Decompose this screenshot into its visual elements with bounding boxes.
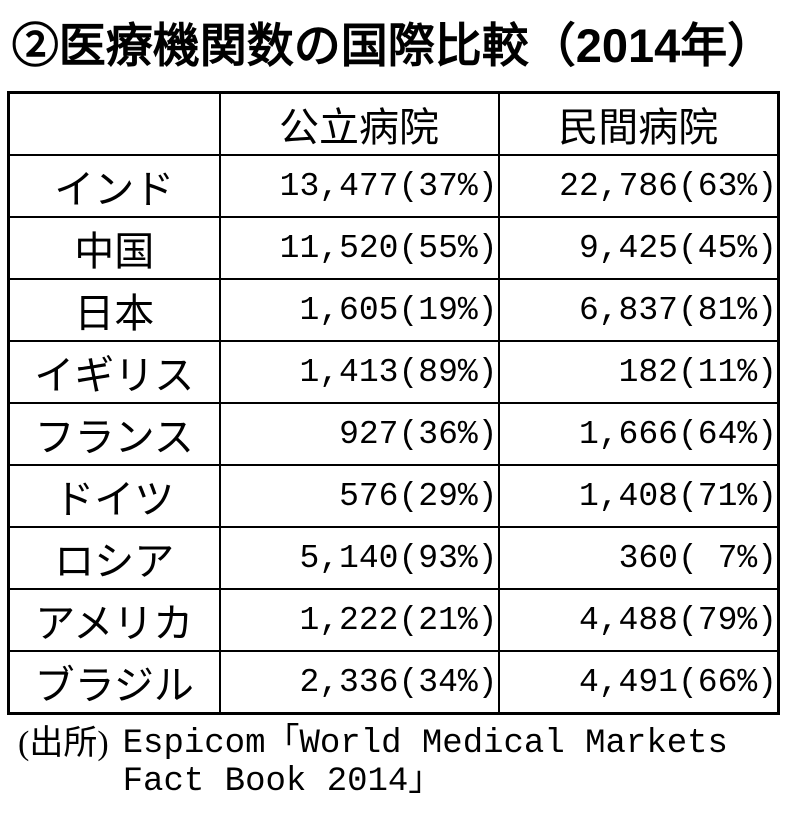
header-private-hospitals: 民間病院 [497,91,780,156]
table-header-row: 公立病院 民間病院 [7,91,780,156]
country-cell: 日本 [7,278,221,342]
private-hospitals-cell: 4,491(66%) [497,650,780,715]
table-row: フランス 927(36%) 1,666(64%) [7,402,780,466]
table-row: ブラジル 2,336(34%) 4,491(66%) [7,650,780,715]
private-hospitals-cell: 4,488(79%) [497,588,780,652]
public-hospitals-cell: 2,336(34%) [218,650,500,715]
table-row: 中国 11,520(55%) 9,425(45%) [7,216,780,280]
private-hospitals-cell: 9,425(45%) [497,216,780,280]
header-country-blank [7,91,221,156]
source-text: Espicom「World Medical Markets Fact Book … [123,725,728,801]
header-public-hospitals: 公立病院 [218,91,500,156]
country-cell: アメリカ [7,588,221,652]
table-row: ドイツ 576(29%) 1,408(71%) [7,464,780,528]
public-hospitals-cell: 11,520(55%) [218,216,500,280]
private-hospitals-cell: 182(11%) [497,340,780,404]
public-hospitals-cell: 13,477(37%) [218,154,500,218]
source-note: (出所) Espicom「World Medical Markets Fact … [18,725,786,801]
table-row: インド 13,477(37%) 22,786(63%) [7,154,780,218]
country-cell: ドイツ [7,464,221,528]
public-hospitals-cell: 576(29%) [218,464,500,528]
table-row: アメリカ 1,222(21%) 4,488(79%) [7,588,780,652]
country-cell: ロシア [7,526,221,590]
private-hospitals-cell: 6,837(81%) [497,278,780,342]
public-hospitals-cell: 1,222(21%) [218,588,500,652]
country-cell: 中国 [7,216,221,280]
public-hospitals-cell: 1,413(89%) [218,340,500,404]
country-cell: フランス [7,402,221,466]
public-hospitals-cell: 927(36%) [218,402,500,466]
source-line-1: Espicom「World Medical Markets [122,725,728,763]
country-cell: ブラジル [7,650,221,715]
private-hospitals-cell: 22,786(63%) [497,154,780,218]
table-row: ロシア 5,140(93%) 360( 7%) [7,526,780,590]
private-hospitals-cell: 1,408(71%) [497,464,780,528]
source-label: (出所) [18,725,109,762]
public-hospitals-cell: 5,140(93%) [218,526,500,590]
private-hospitals-cell: 1,666(64%) [497,402,780,466]
table-row: 日本 1,605(19%) 6,837(81%) [7,278,780,342]
private-hospitals-cell: 360( 7%) [497,526,780,590]
country-cell: イギリス [7,340,221,404]
country-cell: インド [7,154,221,218]
hospitals-comparison-table: 公立病院 民間病院 インド 13,477(37%) 22,786(63%) 中国… [7,91,780,715]
table-row: イギリス 1,413(89%) 182(11%) [7,340,780,404]
source-line-2: Fact Book 2014」 [122,763,443,802]
public-hospitals-cell: 1,605(19%) [218,278,500,342]
page-title: ②医療機関数の国際比較（2014年） [11,19,775,72]
